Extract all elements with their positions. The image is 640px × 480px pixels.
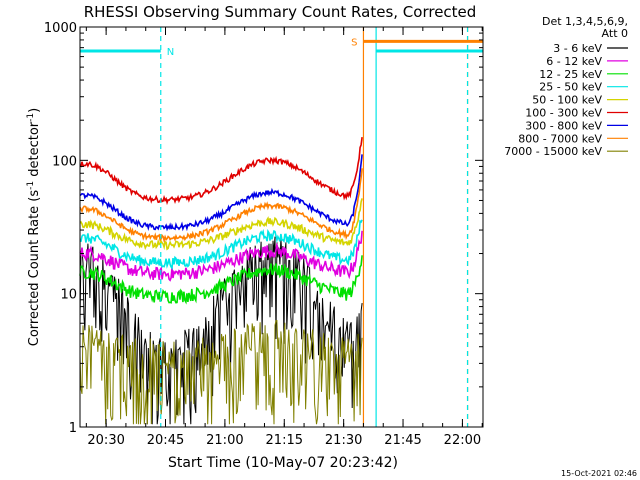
- chart-title: RHESSI Observing Summary Count Rates, Co…: [84, 3, 477, 21]
- series-line-2: [79, 255, 363, 305]
- legend-label-1: 6 - 12 keV: [546, 55, 602, 68]
- y-axis-label-part2: detector: [27, 121, 42, 181]
- flag-label-N: N: [167, 47, 174, 58]
- x-tick-label-1: 20:45: [147, 433, 184, 448]
- legend-label-7: 800 - 7000 keV: [518, 132, 602, 145]
- legend-label-8: 7000 - 15000 keV: [504, 145, 602, 158]
- y-axis-label: Corrected Count Rate (s-1 detector-1): [26, 108, 42, 346]
- x-tick-label-2: 21:00: [206, 433, 243, 448]
- legend-label-3: 25 - 50 keV: [539, 81, 602, 94]
- legend-label-2: 12 - 25 keV: [539, 68, 602, 81]
- series-line-3: [79, 219, 363, 271]
- plot-frame: [79, 26, 484, 428]
- y-axis-label-part1: Corrected Count Rate (s: [27, 190, 42, 347]
- y-tick-label-3: 1000: [44, 21, 77, 36]
- series-line-5: [79, 136, 363, 206]
- x-tick-label-3: 21:15: [266, 433, 303, 448]
- series-layer: [79, 136, 363, 425]
- y-tick-label-2: 100: [52, 154, 77, 169]
- y-tick-label-0: 1: [69, 421, 77, 436]
- series-line-1: [79, 230, 363, 282]
- legend-label-0: 3 - 6 keV: [553, 42, 602, 55]
- flags-layer: NS: [80, 27, 483, 427]
- y-axis-label-sup2: -1: [26, 113, 36, 122]
- y-axis-label-part3: ): [27, 108, 42, 113]
- flag-label-S: S: [351, 37, 357, 48]
- generation-timestamp: 15-Oct-2021 02:46: [561, 469, 637, 478]
- series-line-6: [79, 154, 363, 232]
- x-tick-label-6: 22:00: [444, 433, 481, 448]
- legend-label-6: 300 - 800 keV: [525, 119, 602, 132]
- series-line-8: [79, 320, 363, 425]
- legend-label-4: 50 - 100 keV: [532, 94, 602, 107]
- series-line-7: [79, 168, 363, 244]
- x-axis-label: Start Time (10-May-07 20:23:42): [168, 455, 398, 471]
- x-tick-label-4: 21:30: [325, 433, 362, 448]
- series-line-4: [79, 198, 363, 251]
- x-tick-label-0: 20:30: [87, 433, 124, 448]
- y-axis-label-sup1: -1: [26, 181, 36, 190]
- axes-layer: 1 10 100 1000 20:30 20:45 21:00 21:15 21:30 21:45…: [44, 21, 483, 448]
- y-tick-label-1: 10: [60, 288, 77, 303]
- x-tick-label-5: 21:45: [384, 433, 421, 448]
- legend-label-5: 100 - 300 keV: [525, 107, 602, 120]
- legend-header-1: Att 0: [602, 27, 628, 40]
- legend-header-0: Det 1,3,4,5,6,9,: [542, 15, 628, 28]
